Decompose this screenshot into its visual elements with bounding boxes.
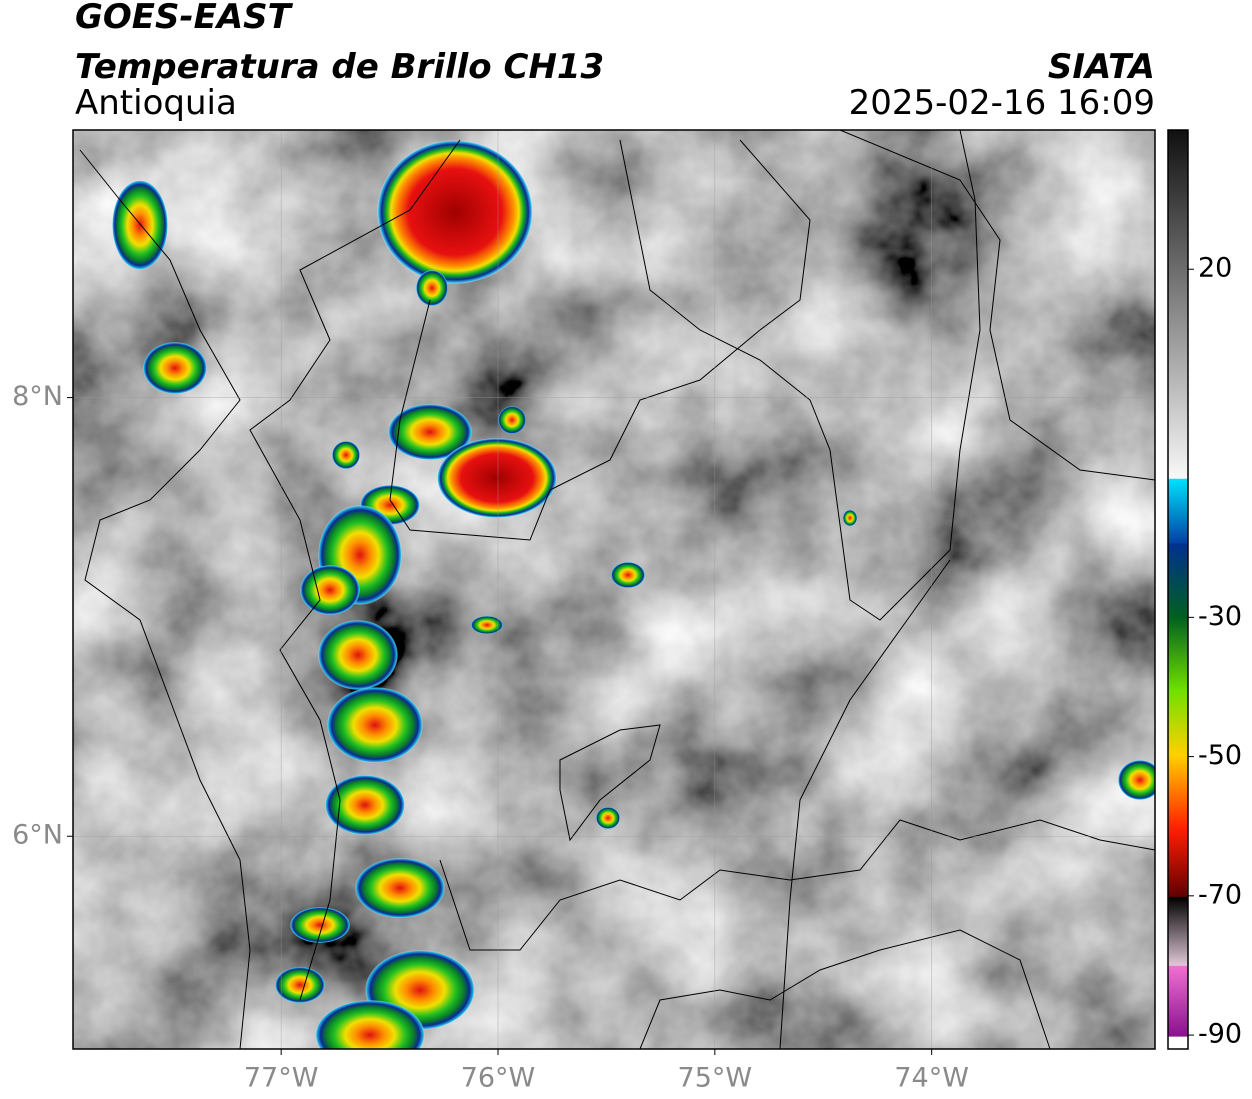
- satellite: GOES-EAST: [75, 0, 294, 37]
- datetime: 2025-02-16 16:09: [849, 83, 1155, 123]
- borders: [79, 130, 1155, 1049]
- title: Temperatura de Brillo CH13: [75, 47, 604, 87]
- storm-cells: [112, 140, 1155, 1049]
- map-image: [73, 130, 1155, 1049]
- colorbar-tick-label: -70: [1198, 879, 1242, 910]
- grid: [73, 130, 1155, 1049]
- x-tick-label: 76°W: [461, 1063, 536, 1094]
- colorbar-tick-label: -90: [1198, 1019, 1242, 1050]
- y-tick-label: 6°N: [12, 820, 63, 851]
- colorbar-tick-label: -30: [1198, 601, 1242, 632]
- colorbar-tick-label: 20: [1198, 253, 1232, 284]
- colorbar-tick-label: -50: [1198, 740, 1242, 771]
- source: SIATA: [1048, 47, 1155, 87]
- x-tick-label: 75°W: [678, 1063, 753, 1094]
- colorbar: [1167, 129, 1189, 1050]
- x-tick-label: 77°W: [244, 1063, 319, 1094]
- x-tick-label: 74°W: [894, 1063, 969, 1094]
- cloud-field: [73, 130, 1155, 1049]
- region: Antioquia: [75, 83, 237, 123]
- y-tick-label: 8°N: [12, 381, 63, 412]
- map-frame: [72, 129, 1156, 1050]
